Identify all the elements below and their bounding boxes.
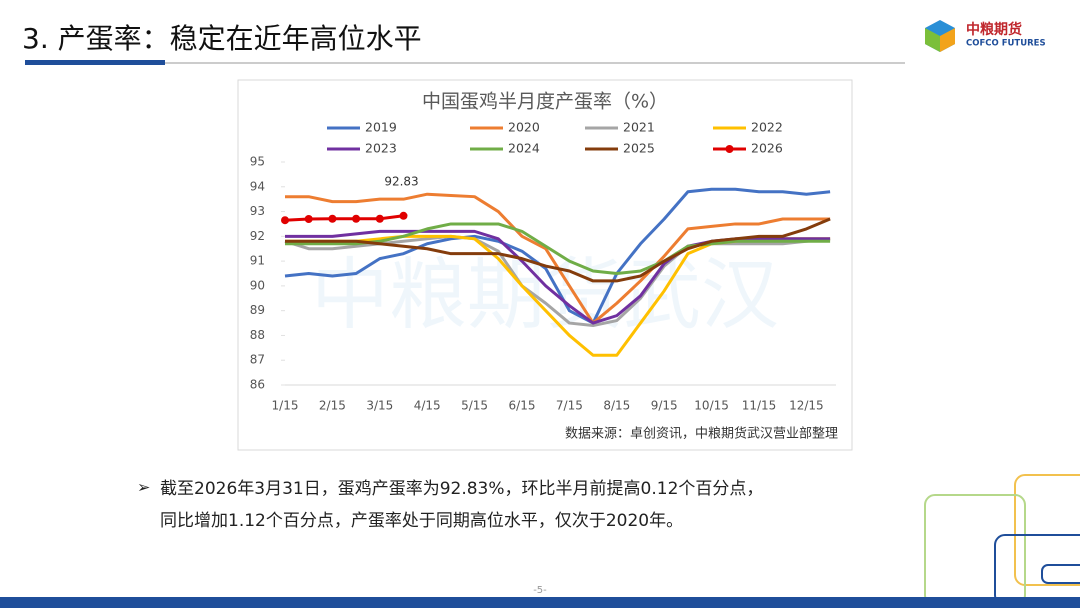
legend-label: 2026 [751,141,783,156]
logo: 中粮期货 COFCO FUTURES [925,20,1046,52]
legend-swatch [725,145,734,153]
y-tick-label: 87 [250,353,265,367]
x-tick-label: 6/15 [509,399,536,413]
slide-title: 3. 产蛋率：稳定在近年高位水平 [22,22,422,55]
decoration [924,474,1080,606]
x-tick-label: 12/15 [789,399,824,413]
bullet-line: 同比增加1.12个百分点，产蛋率处于同期高位水平，仅次于2020年。 [160,511,683,531]
footer-bar [0,597,1080,608]
x-tick-label: 2/15 [319,399,346,413]
x-tick-label: 11/15 [742,399,777,413]
point [328,214,337,223]
point [352,214,361,223]
legend-label: 2019 [365,120,397,135]
series-line [285,217,831,283]
x-tick-label: 8/15 [603,399,630,413]
y-tick-label: 86 [250,378,265,392]
legend-label: 2024 [508,141,540,156]
y-tick-label: 88 [250,328,265,342]
x-tick-label: 1/15 [272,399,299,413]
y-tick-label: 95 [250,155,265,169]
x-tick-label: 10/15 [694,399,729,413]
point [375,214,384,223]
x-tick-label: 9/15 [651,399,678,413]
chart-title: 中国蛋鸡半月度产蛋率（%） [422,91,668,113]
legend-label: 2021 [623,120,655,135]
bullet-icon: ➢ [137,478,150,497]
data-label: 92.83 [384,174,418,188]
legend-label: 2020 [508,120,540,135]
x-tick-label: 5/15 [461,399,488,413]
y-tick-label: 94 [250,179,265,193]
legend-label: 2022 [751,120,783,135]
series-line [284,187,831,325]
logo-en: COFCO FUTURES [966,39,1046,49]
legend-label: 2025 [623,141,655,156]
y-tick-label: 91 [250,254,265,268]
y-tick-label: 90 [250,278,265,292]
x-tick-label: 3/15 [366,399,393,413]
series-line [285,222,831,275]
source: 数据来源：卓创资讯，中粮期货武汉营业部整理 [565,426,838,442]
point [399,211,408,220]
watermark: 中粮期货武汉 [311,250,779,340]
title-bar [25,60,165,65]
point [281,216,289,225]
legend-label: 2023 [365,141,397,156]
x-tick-label: 4/15 [414,399,441,413]
y-tick-label: 92 [250,229,265,243]
y-tick-label: 89 [250,303,265,317]
x-tick-label: 7/15 [556,399,583,413]
point [304,214,313,223]
logo-cn: 中粮期货 [966,21,1022,38]
y-tick-label: 93 [250,204,265,218]
bullet-line: 截至2026年3月31日，蛋鸡产蛋率为92.83%，环比半月前提高0.12个百分… [160,479,763,499]
page-number: -5- [533,585,547,596]
